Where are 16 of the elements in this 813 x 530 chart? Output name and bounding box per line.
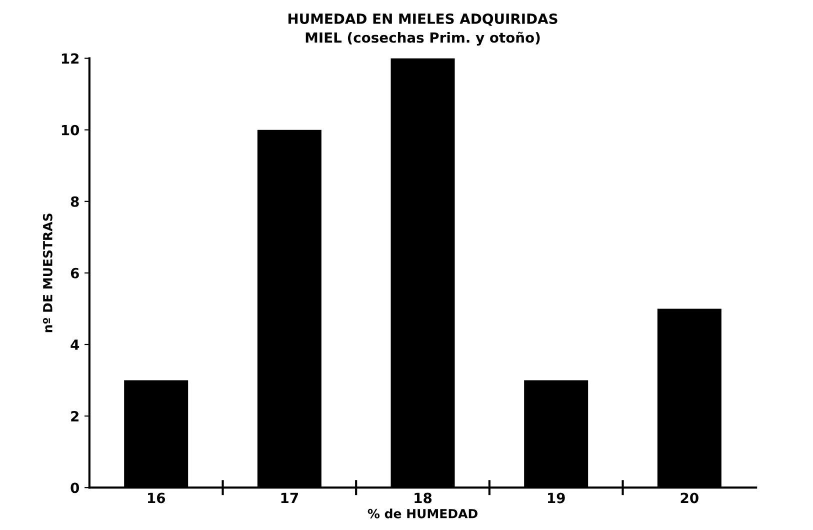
y-axis-title: nº DE MUESTRAS (42, 214, 52, 332)
y-tick-label: 0 (70, 482, 80, 494)
y-tick-label: 8 (70, 196, 79, 207)
y-tick-label: 12 (62, 53, 78, 64)
y-tick-label: 10 (62, 124, 80, 136)
chart-title: HUMEDAD EN MIELES ADQUIRIDAS (288, 13, 558, 26)
x-tick-label: 16 (148, 492, 166, 504)
x-axis-title: % de HUMEDAD (368, 508, 478, 518)
x-tick-label: 17 (281, 492, 298, 504)
y-tick-label: 6 (70, 268, 79, 278)
y-tick-label: 2 (71, 411, 78, 422)
x-tick-label: 19 (548, 492, 565, 504)
y-tick-label: 4 (70, 340, 80, 350)
x-tick-label: 20 (680, 492, 698, 504)
chart-subtitle: MIEL (cosechas Prim. y otoño) (306, 32, 540, 46)
x-tick-label: 18 (414, 492, 432, 504)
